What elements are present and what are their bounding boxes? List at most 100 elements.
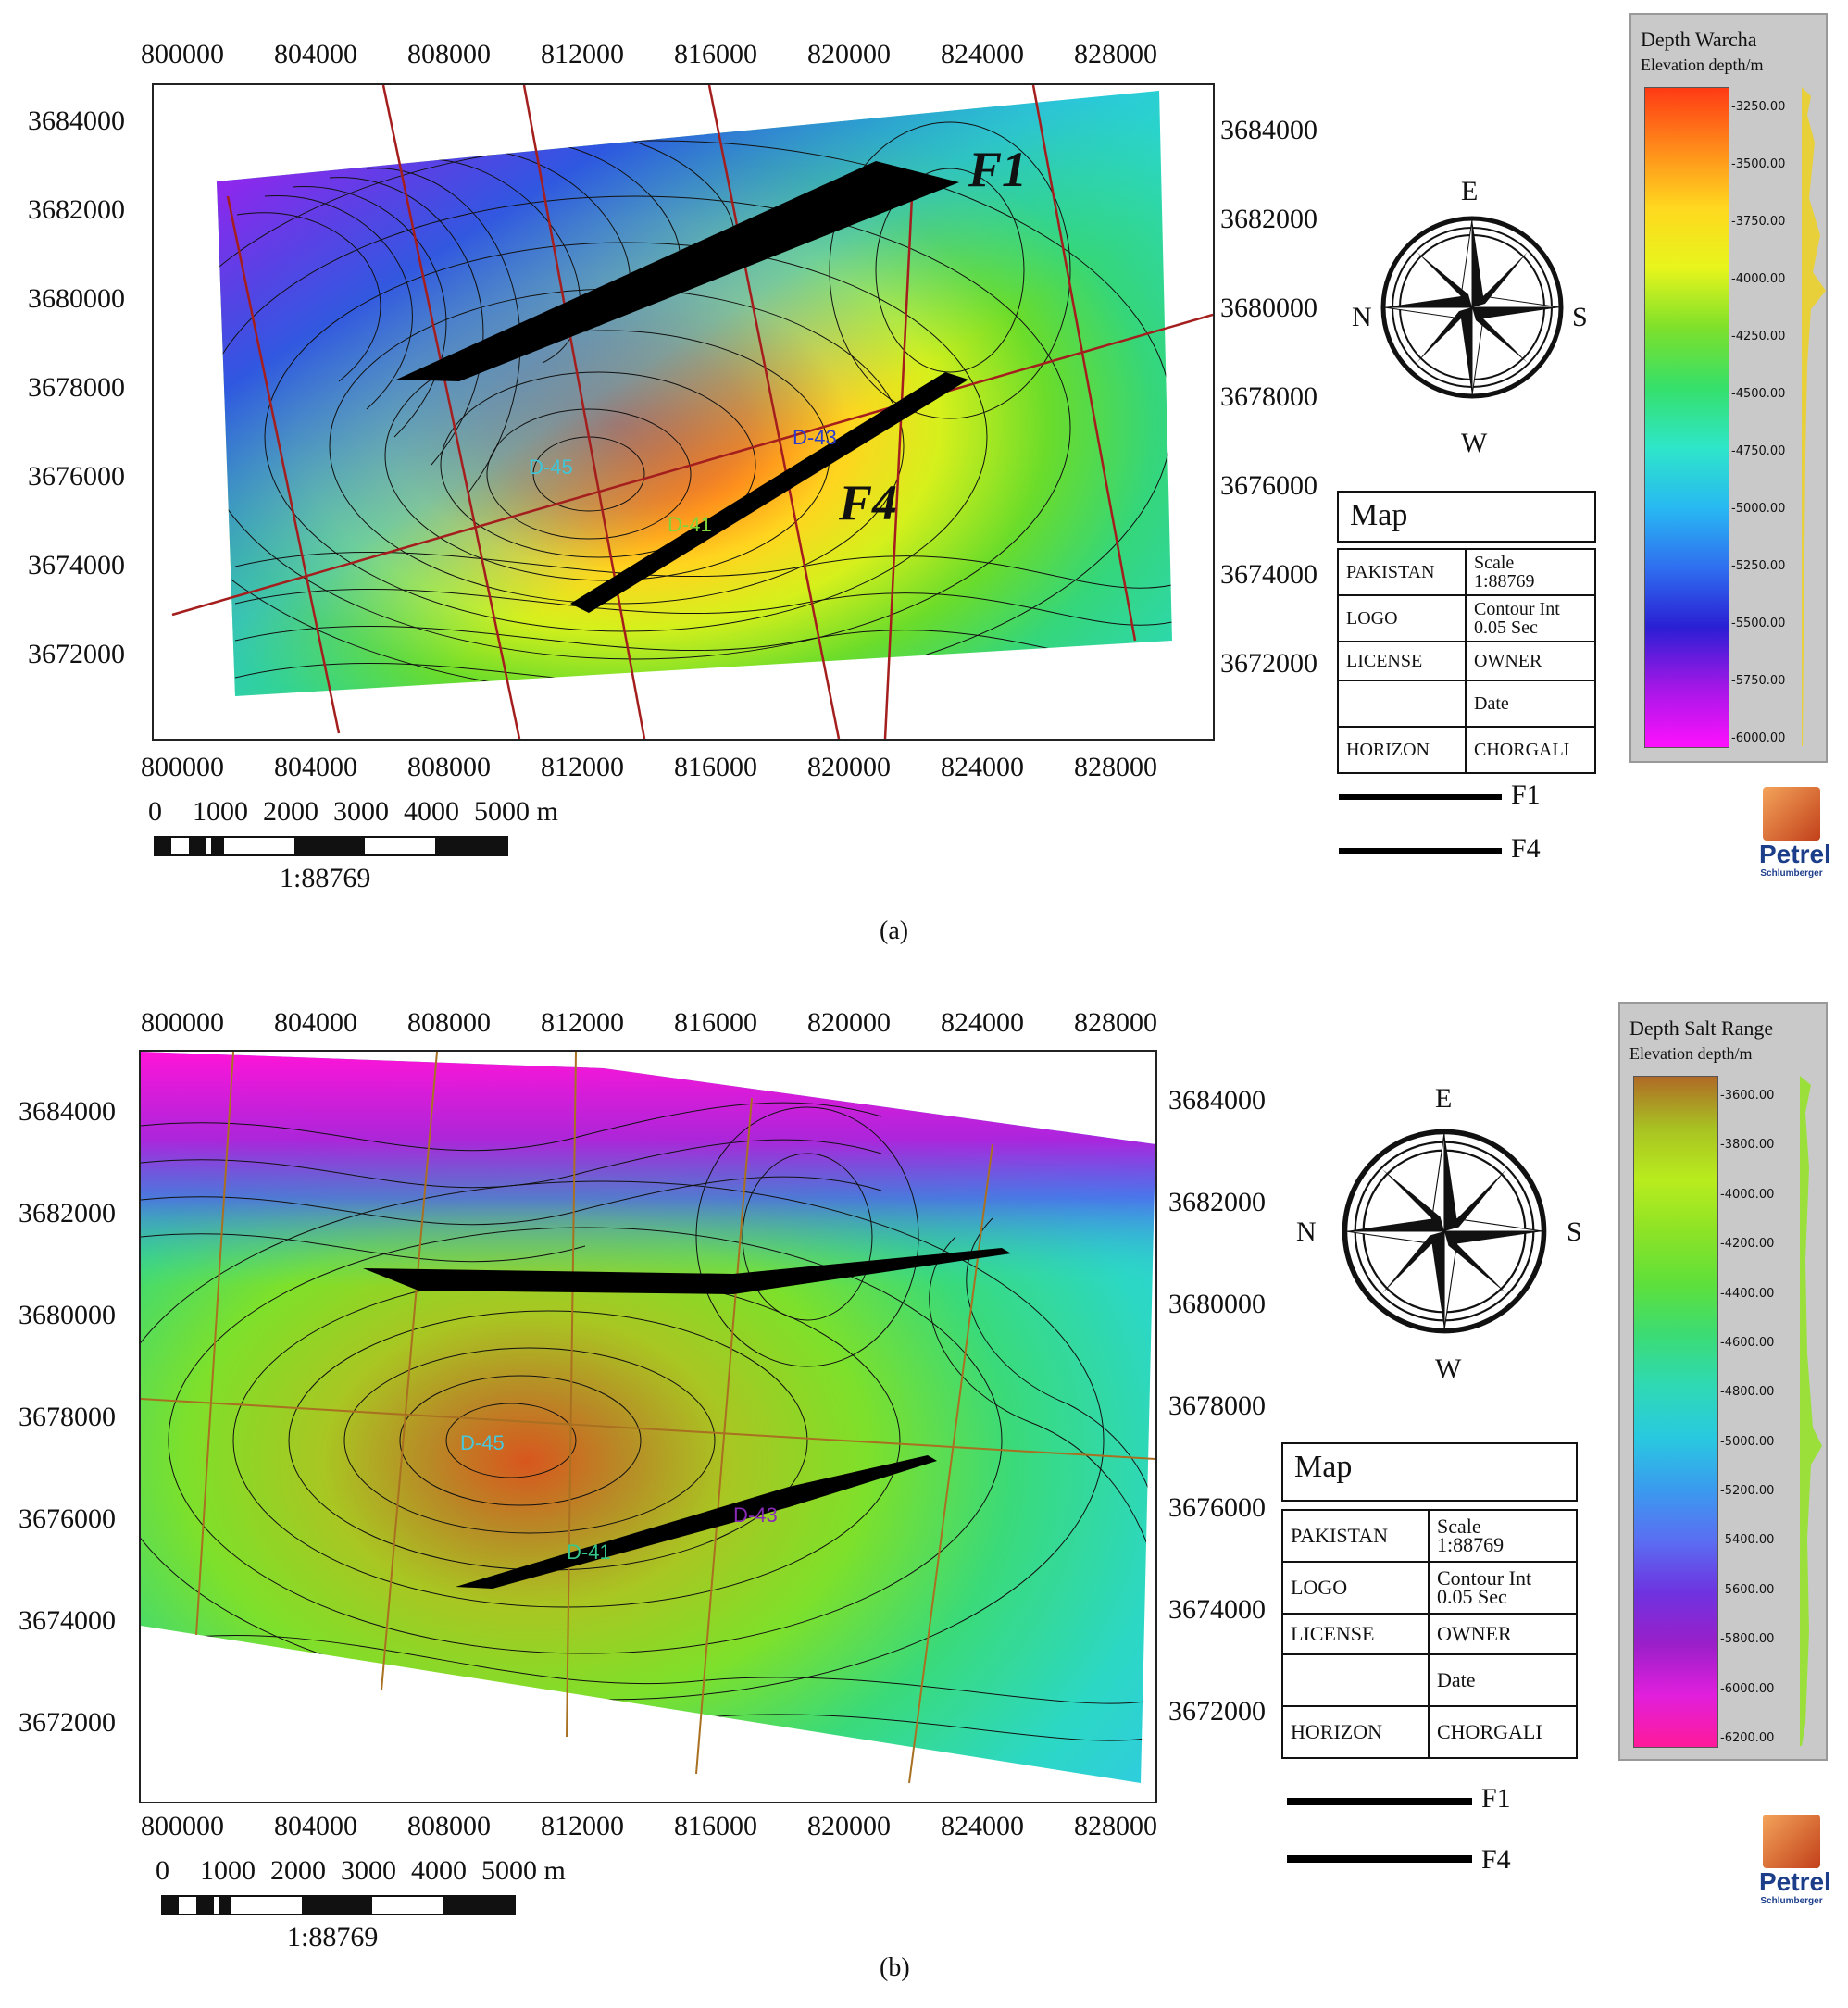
compass-icon [1380, 216, 1564, 399]
y-tick-right: 3678000 [1168, 1391, 1266, 1421]
well-d41-a[interactable]: D-41 [668, 513, 712, 536]
colorbar-gradient-b [1633, 1076, 1718, 1748]
scale-tick: 0 [156, 1855, 169, 1886]
fault-f1-polygon-a [396, 161, 959, 381]
y-tick-right: 3682000 [1220, 204, 1317, 234]
map-frame-a[interactable]: D-45 D-43 D-41 F1 F4 [152, 83, 1215, 741]
colorbar-tick: -5750.00 [1731, 674, 1786, 688]
info-row: LOGO Contour Int 0.05 Sec [1337, 594, 1596, 642]
x-tick-bottom: 808000 [407, 1811, 491, 1841]
y-tick-left: 3680000 [19, 1300, 116, 1330]
well-d45-b[interactable]: D-45 [460, 1431, 505, 1454]
legend-f4-line-a [1339, 848, 1502, 854]
colorbar-tick: -6000.00 [1720, 1681, 1775, 1696]
compass-e: E [1461, 176, 1479, 206]
colorbar-tick: -5250.00 [1731, 559, 1786, 573]
colorbar-tick: -4750.00 [1731, 444, 1786, 458]
colorbar-tick: -5400.00 [1720, 1533, 1775, 1548]
info-cell: CHORGALI [1465, 726, 1596, 774]
info-cell: LOGO [1337, 594, 1467, 642]
info-cell: Date [1428, 1653, 1578, 1707]
colorbar-title-b: Depth Salt Range [1629, 1016, 1774, 1040]
x-tick-bottom: 812000 [541, 1811, 624, 1841]
fault-f4-polygon-b [456, 1455, 937, 1589]
colorbar-tick: -4400.00 [1720, 1286, 1775, 1301]
scale-tick: 1000 [200, 1855, 256, 1886]
x-tick-bottom: 804000 [274, 752, 357, 782]
info-cell: Contour Int 0.05 Sec [1428, 1561, 1578, 1615]
scale-tick: 5000 m [481, 1855, 566, 1886]
colorbar-tick: -4200.00 [1720, 1237, 1775, 1252]
y-tick-left: 3682000 [19, 1198, 116, 1228]
colorbar-tick: -4000.00 [1731, 272, 1786, 286]
info-cell: Scale 1:88769 [1465, 548, 1596, 596]
well-d43-b[interactable]: D-43 [733, 1503, 778, 1527]
contour-map-a [171, 85, 1213, 739]
colorbar-tick: -4600.00 [1720, 1335, 1775, 1350]
info-cell [1337, 680, 1467, 728]
colorbar-tick: -5000.00 [1720, 1434, 1775, 1449]
colorbar-tick: -3250.00 [1731, 100, 1786, 114]
scale-tick: 4000 [411, 1855, 467, 1886]
colorbar-tick: -6200.00 [1720, 1731, 1775, 1745]
info-cell: LICENSE [1337, 641, 1467, 681]
petrel-logo-b: Petrel Schlumberger [1759, 1815, 1831, 1906]
compass-w: W [1435, 1353, 1462, 1384]
map-frame-b[interactable]: D-45 D-43 D-41 [139, 1050, 1157, 1803]
x-tick-top: 800000 [141, 1007, 224, 1038]
colorbar-tick: -4500.00 [1731, 387, 1786, 401]
scale-tick: 3000 [341, 1855, 396, 1886]
fault-f4-polygon-a [570, 372, 968, 613]
scale-tick: 5000 m [474, 796, 558, 827]
colorbar-tick: -6000.00 [1731, 731, 1786, 745]
y-tick-left: 3676000 [19, 1503, 116, 1534]
colorbar-b: Depth Salt Range Elevation depth/m -3600… [1618, 1002, 1828, 1761]
well-d43-a[interactable]: D-43 [793, 426, 837, 449]
info-cell: PAKISTAN [1337, 548, 1467, 596]
info-table-a: PAKISTAN Scale 1:88769 LOGO Contour Int 0.… [1337, 548, 1596, 774]
scale-tick: 4000 [404, 796, 459, 827]
colorbar-tick: -4000.00 [1720, 1187, 1775, 1202]
x-tick-bottom: 820000 [807, 1811, 891, 1841]
x-tick-bottom: 820000 [807, 752, 891, 782]
info-row: Date [1281, 1653, 1578, 1707]
x-tick-bottom: 828000 [1074, 1811, 1157, 1841]
colorbar-a: Depth Warcha Elevation depth/m -3250.00 -… [1629, 13, 1828, 763]
colorbar-gradient-a [1644, 87, 1729, 748]
x-tick-top: 824000 [941, 39, 1024, 69]
y-tick-left: 3676000 [28, 461, 125, 492]
x-tick-top: 812000 [541, 39, 624, 69]
legend-f1-label-a: F1 [1511, 780, 1541, 810]
x-tick-bottom: 824000 [941, 1811, 1024, 1841]
x-tick-top: 808000 [407, 39, 491, 69]
y-tick-left: 3672000 [28, 639, 125, 669]
x-tick-top: 828000 [1074, 1007, 1157, 1038]
seismic-lines-b [141, 1052, 1155, 1784]
legend-f1-label-b: F1 [1481, 1783, 1511, 1814]
petrel-logo-icon [1763, 787, 1820, 841]
seismic-lines-a [171, 85, 1213, 739]
colorbar-tick: -3800.00 [1720, 1138, 1775, 1153]
scale-ratio: 1:88769 [280, 863, 371, 893]
colorbar-tick: -5600.00 [1720, 1582, 1775, 1597]
info-cell: CHORGALI [1428, 1705, 1578, 1759]
panel-a: 800000 804000 808000 812000 816000 82000… [0, 0, 1848, 958]
histogram-a [1802, 87, 1826, 746]
compass-e: E [1435, 1083, 1453, 1114]
map-title-b: Map [1281, 1442, 1578, 1502]
info-cell: LOGO [1281, 1561, 1430, 1615]
y-tick-left: 3672000 [19, 1707, 116, 1738]
info-cell: OWNER [1428, 1613, 1578, 1655]
y-tick-left: 3684000 [28, 106, 125, 136]
compass-rose-a: E N S W [1352, 176, 1592, 458]
colorbar-tick: -3600.00 [1720, 1089, 1775, 1103]
x-tick-top: 804000 [274, 1007, 357, 1038]
well-d45-a[interactable]: D-45 [529, 455, 573, 479]
well-d41-b[interactable]: D-41 [567, 1540, 611, 1564]
info-cell: OWNER [1465, 641, 1596, 681]
x-tick-top: 820000 [807, 1007, 891, 1038]
legend-f1-line-a [1339, 794, 1502, 800]
petrel-logo-a: Petrel Schlumberger [1759, 787, 1831, 879]
colorbar-tick: -5500.00 [1731, 617, 1786, 630]
colorbar-tick: -4250.00 [1731, 330, 1786, 343]
